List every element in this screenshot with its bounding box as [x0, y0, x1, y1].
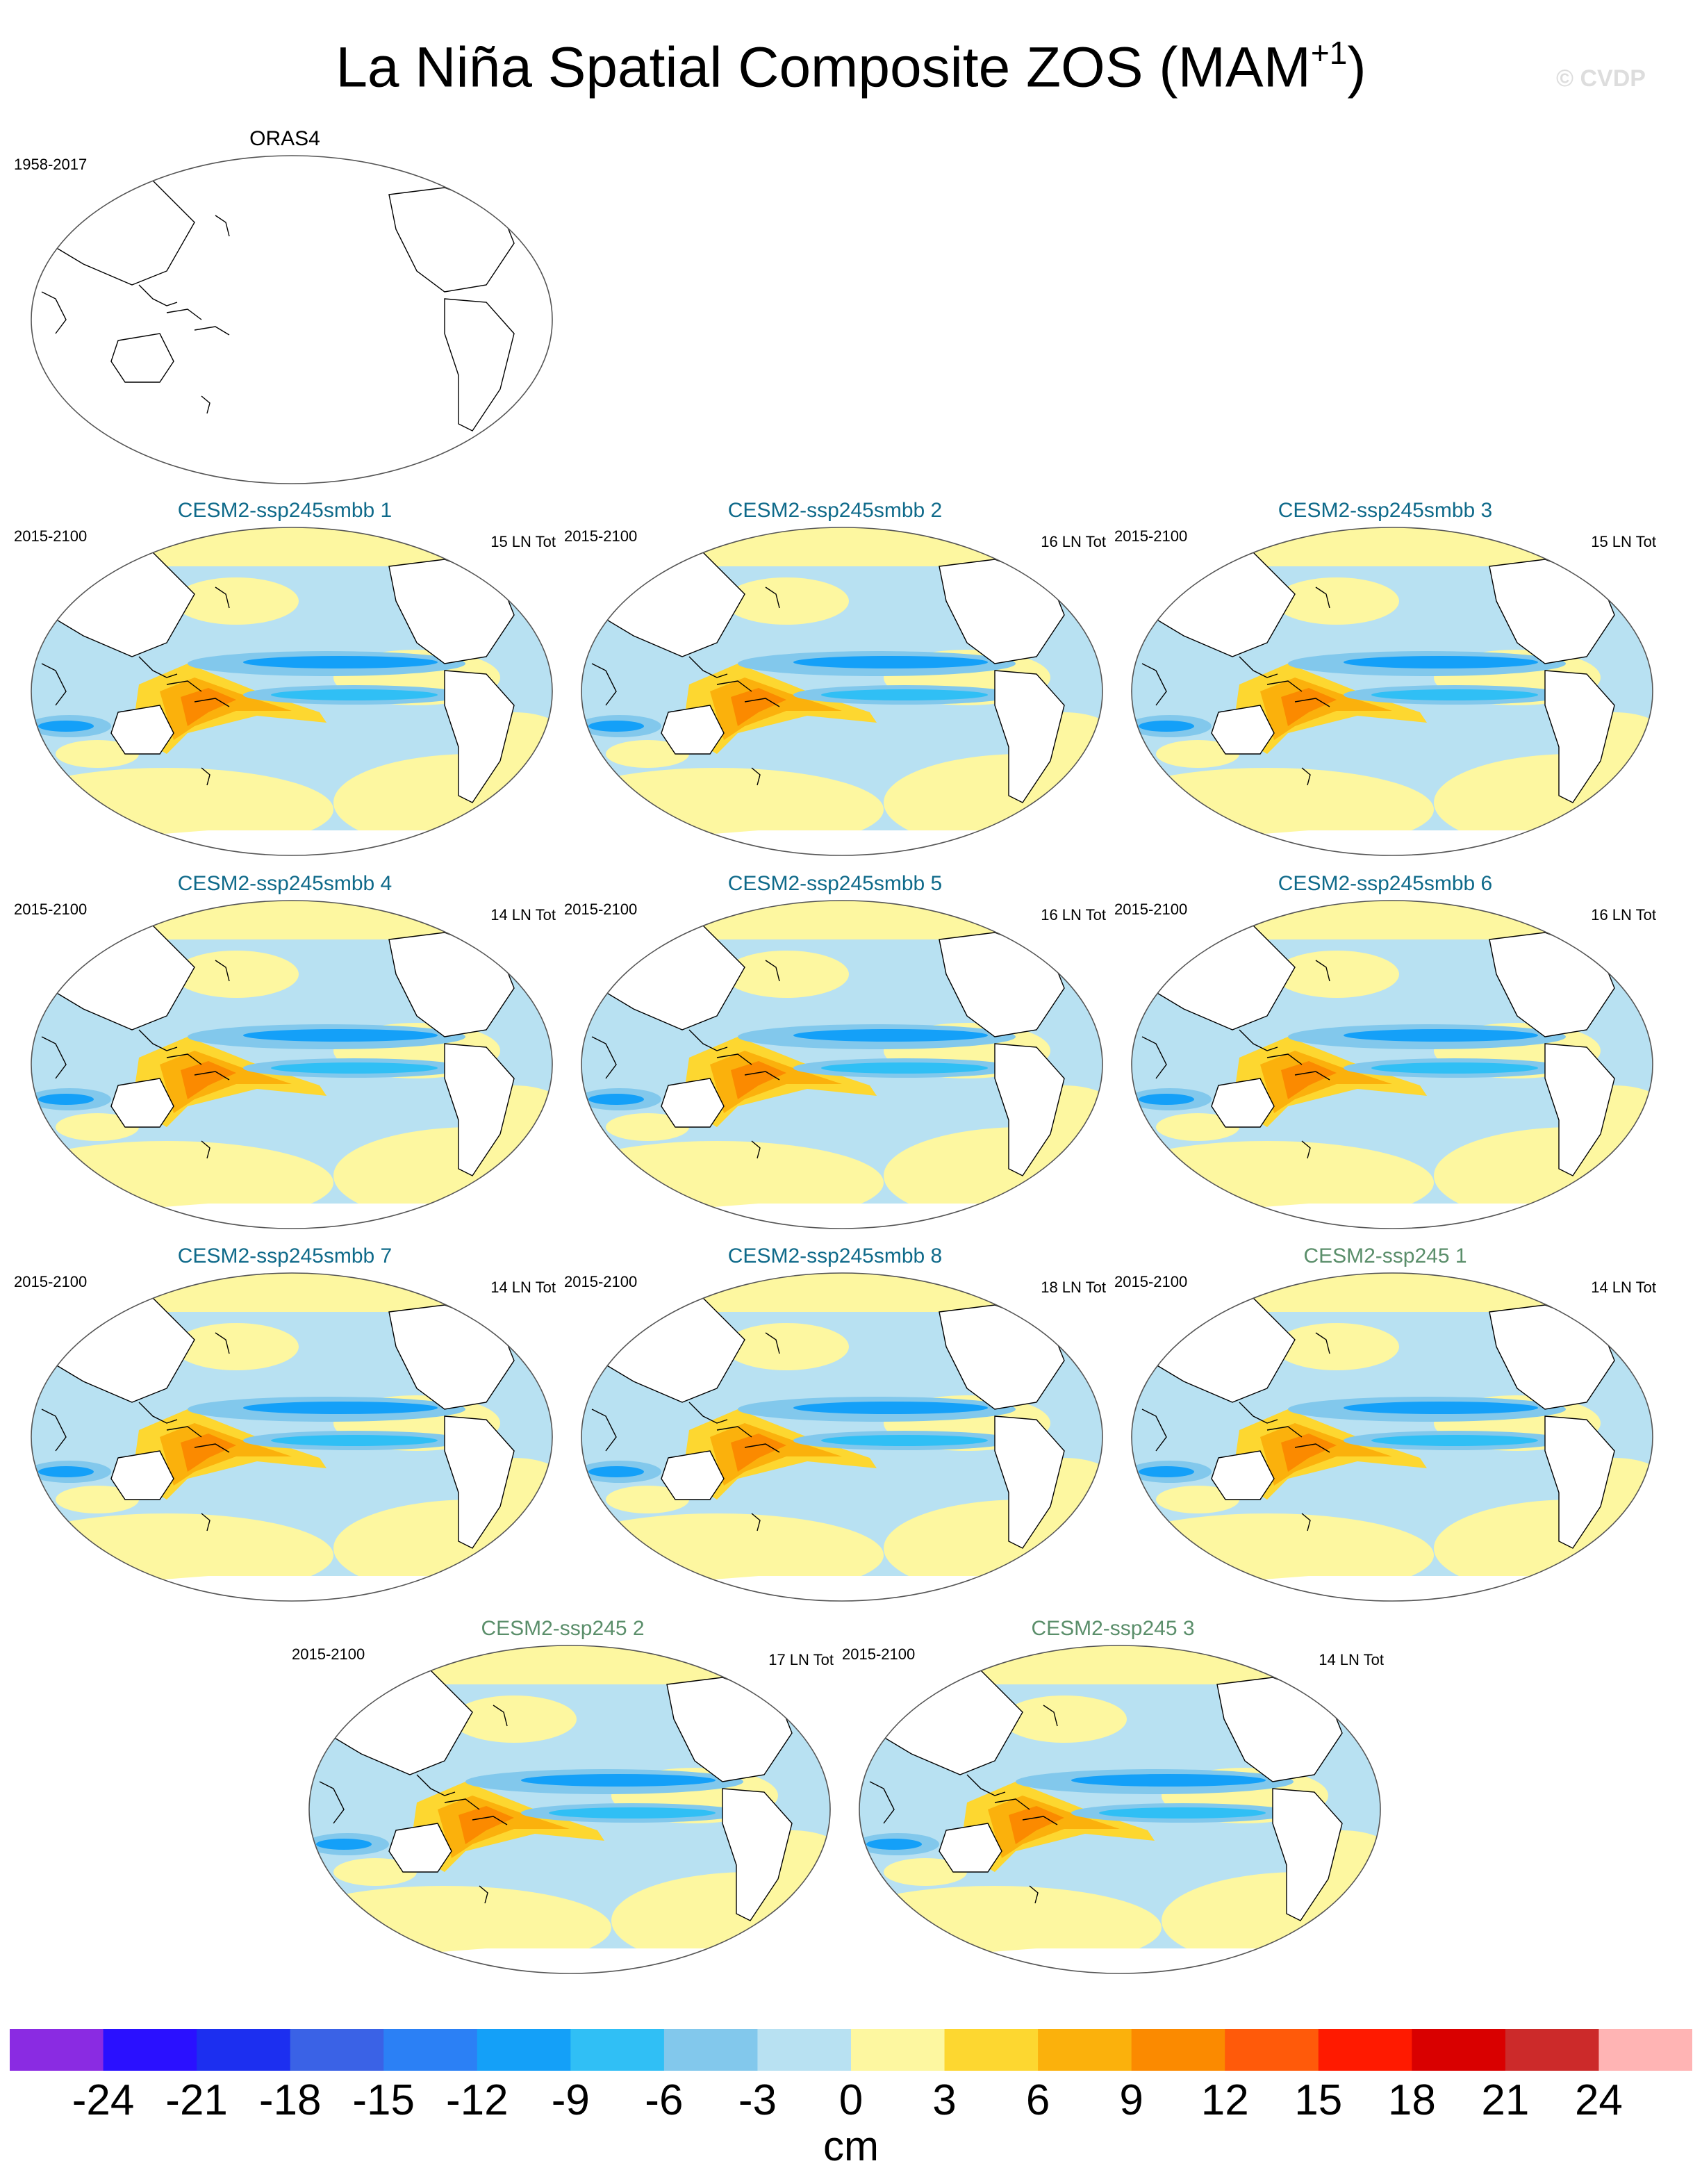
- map-panel: ORAS4 1958-2017: [14, 125, 556, 486]
- colorbar-swatch: [103, 2029, 197, 2071]
- panel-title: CESM2-ssp245smbb 6: [1278, 872, 1493, 895]
- colorbar-tick-label: 6: [1025, 2076, 1050, 2124]
- composite-map: [856, 1643, 1384, 1976]
- panel-period: 2015-2100: [14, 527, 88, 545]
- panel-period: 2015-2100: [292, 1645, 365, 1663]
- panel-period: 2015-2100: [564, 527, 638, 545]
- panel-period: 2015-2100: [1114, 527, 1188, 545]
- colorbar-tick-label: -6: [645, 2076, 684, 2124]
- panel-title: CESM2-ssp245smbb 5: [727, 872, 943, 895]
- panel-title: CESM2-ssp245 1: [1303, 1245, 1467, 1267]
- panel-event-count: 16 LN Tot: [1041, 906, 1106, 923]
- colorbar-tick-label: 0: [838, 2076, 864, 2124]
- panel-title: CESM2-ssp245 2: [481, 1617, 645, 1640]
- colorbar-tick-label: 9: [1119, 2076, 1143, 2124]
- map-panel: CESM2-ssp245smbb 1 2015-2100 15 LN Tot: [14, 497, 556, 858]
- colorbar-swatch: [757, 2029, 852, 2071]
- panel-event-count: 15 LN Tot: [490, 533, 556, 550]
- panel-period: 2015-2100: [564, 1273, 638, 1290]
- colorbar-swatch: [1131, 2029, 1225, 2071]
- map-panel: CESM2-ssp245 2 2015-2100 17 LN Tot: [292, 1615, 834, 1976]
- colorbar-tick-label: -21: [165, 2076, 228, 2124]
- composite-map: [28, 1270, 556, 1604]
- composite-map: [28, 525, 556, 858]
- colorbar-swatch: [290, 2029, 384, 2071]
- colorbar-tick-label: 12: [1200, 2076, 1249, 2124]
- panel-event-count: 14 LN Tot: [1591, 1279, 1656, 1296]
- colorbar-tick-label: 24: [1574, 2076, 1623, 2124]
- panel-period: 2015-2100: [1114, 1273, 1188, 1290]
- colorbar-unit: cm: [823, 2123, 879, 2169]
- colorbar-swatch: [1225, 2029, 1319, 2071]
- colorbar-swatch: [570, 2029, 665, 2071]
- map-panel: CESM2-ssp245smbb 8 2015-2100 18 LN Tot: [564, 1242, 1106, 1604]
- colorbar-tick-label: 18: [1387, 2076, 1436, 2124]
- panel-title: CESM2-ssp245smbb 1: [177, 499, 393, 522]
- composite-map: [1128, 525, 1656, 858]
- panel-period: 2015-2100: [842, 1645, 916, 1663]
- panel-event-count: 14 LN Tot: [490, 906, 556, 923]
- composite-map: [578, 525, 1106, 858]
- composite-map: [306, 1643, 834, 1976]
- colorbar-swatch: [1038, 2029, 1132, 2071]
- map-panel: CESM2-ssp245smbb 4 2015-2100 14 LN Tot: [14, 870, 556, 1231]
- colorbar-swatch: [944, 2029, 1039, 2071]
- composite-map: [1128, 1270, 1656, 1604]
- composite-map: [28, 898, 556, 1231]
- map-panel: CESM2-ssp245smbb 3 2015-2100 15 LN Tot: [1114, 497, 1656, 858]
- panel-event-count: 17 LN Tot: [768, 1651, 834, 1668]
- panel-period: 2015-2100: [14, 901, 88, 918]
- map-panel: CESM2-ssp245smbb 2 2015-2100 16 LN Tot: [564, 497, 1106, 858]
- colorbar-swatch: [851, 2029, 945, 2071]
- composite-map: [1128, 898, 1656, 1231]
- colorbar-swatch: [197, 2029, 291, 2071]
- cvdp-watermark: © CVDP: [1556, 65, 1646, 92]
- composite-map: [28, 153, 556, 486]
- colorbar-swatch: [1412, 2029, 1506, 2071]
- panel-event-count: 18 LN Tot: [1041, 1279, 1106, 1296]
- panel-event-count: 14 LN Tot: [1319, 1651, 1384, 1668]
- panel-event-count: 16 LN Tot: [1041, 533, 1106, 550]
- figure-title: La Niña Spatial Composite ZOS (MAM+1): [336, 35, 1366, 99]
- map-panel: CESM2-ssp245smbb 7 2015-2100 14 LN Tot: [14, 1242, 556, 1604]
- panel-period: 2015-2100: [564, 901, 638, 918]
- map-panel: CESM2-ssp245 1 2015-2100 14 LN Tot: [1114, 1242, 1656, 1604]
- panel-event-count: 16 LN Tot: [1591, 906, 1656, 923]
- map-panel: CESM2-ssp245smbb 5 2015-2100 16 LN Tot: [564, 870, 1106, 1231]
- colorbar-tick-label: -12: [445, 2076, 509, 2124]
- colorbar-tick-label: -24: [72, 2076, 135, 2124]
- panel-event-count: 14 LN Tot: [490, 1279, 556, 1296]
- colorbar-swatch: [477, 2029, 571, 2071]
- panel-event-count: 15 LN Tot: [1591, 533, 1656, 550]
- composite-map: [578, 898, 1106, 1231]
- panel-period: 1958-2017: [14, 156, 88, 173]
- panel-title: CESM2-ssp245smbb 8: [727, 1245, 943, 1267]
- panel-title: CESM2-ssp245smbb 4: [177, 872, 393, 895]
- panel-title: ORAS4: [249, 127, 320, 150]
- colorbar-tick-label: -9: [551, 2076, 590, 2124]
- colorbar-tick-label: -3: [738, 2076, 777, 2124]
- colorbar-swatch: [663, 2029, 759, 2071]
- colorbar-swatch: [1318, 2029, 1412, 2071]
- colorbar-tick-label: 3: [932, 2076, 957, 2124]
- panel-title: CESM2-ssp245smbb 3: [1278, 499, 1493, 522]
- colorbar-swatch: [1598, 2029, 1692, 2071]
- colorbar-swatch: [1505, 2029, 1600, 2071]
- panel-title: CESM2-ssp245smbb 2: [727, 499, 943, 522]
- panel-period: 2015-2100: [14, 1273, 88, 1290]
- colorbar-swatch: [383, 2029, 478, 2071]
- colorbar-swatch: [10, 2029, 104, 2071]
- colorbar-tick-label: -18: [258, 2076, 322, 2124]
- map-panel: CESM2-ssp245 3 2015-2100 14 LN Tot: [842, 1615, 1384, 1976]
- colorbar-tick-label: 15: [1294, 2076, 1343, 2124]
- panel-title: CESM2-ssp245smbb 7: [177, 1245, 393, 1267]
- colorbar-tick-label: 21: [1481, 2076, 1530, 2124]
- panel-title: CESM2-ssp245 3: [1031, 1617, 1195, 1640]
- map-panel: CESM2-ssp245smbb 6 2015-2100 16 LN Tot: [1114, 870, 1656, 1231]
- colorbar-tick-label: -15: [352, 2076, 415, 2124]
- panel-period: 2015-2100: [1114, 901, 1188, 918]
- colorbar: [10, 2029, 1692, 2071]
- composite-map: [578, 1270, 1106, 1604]
